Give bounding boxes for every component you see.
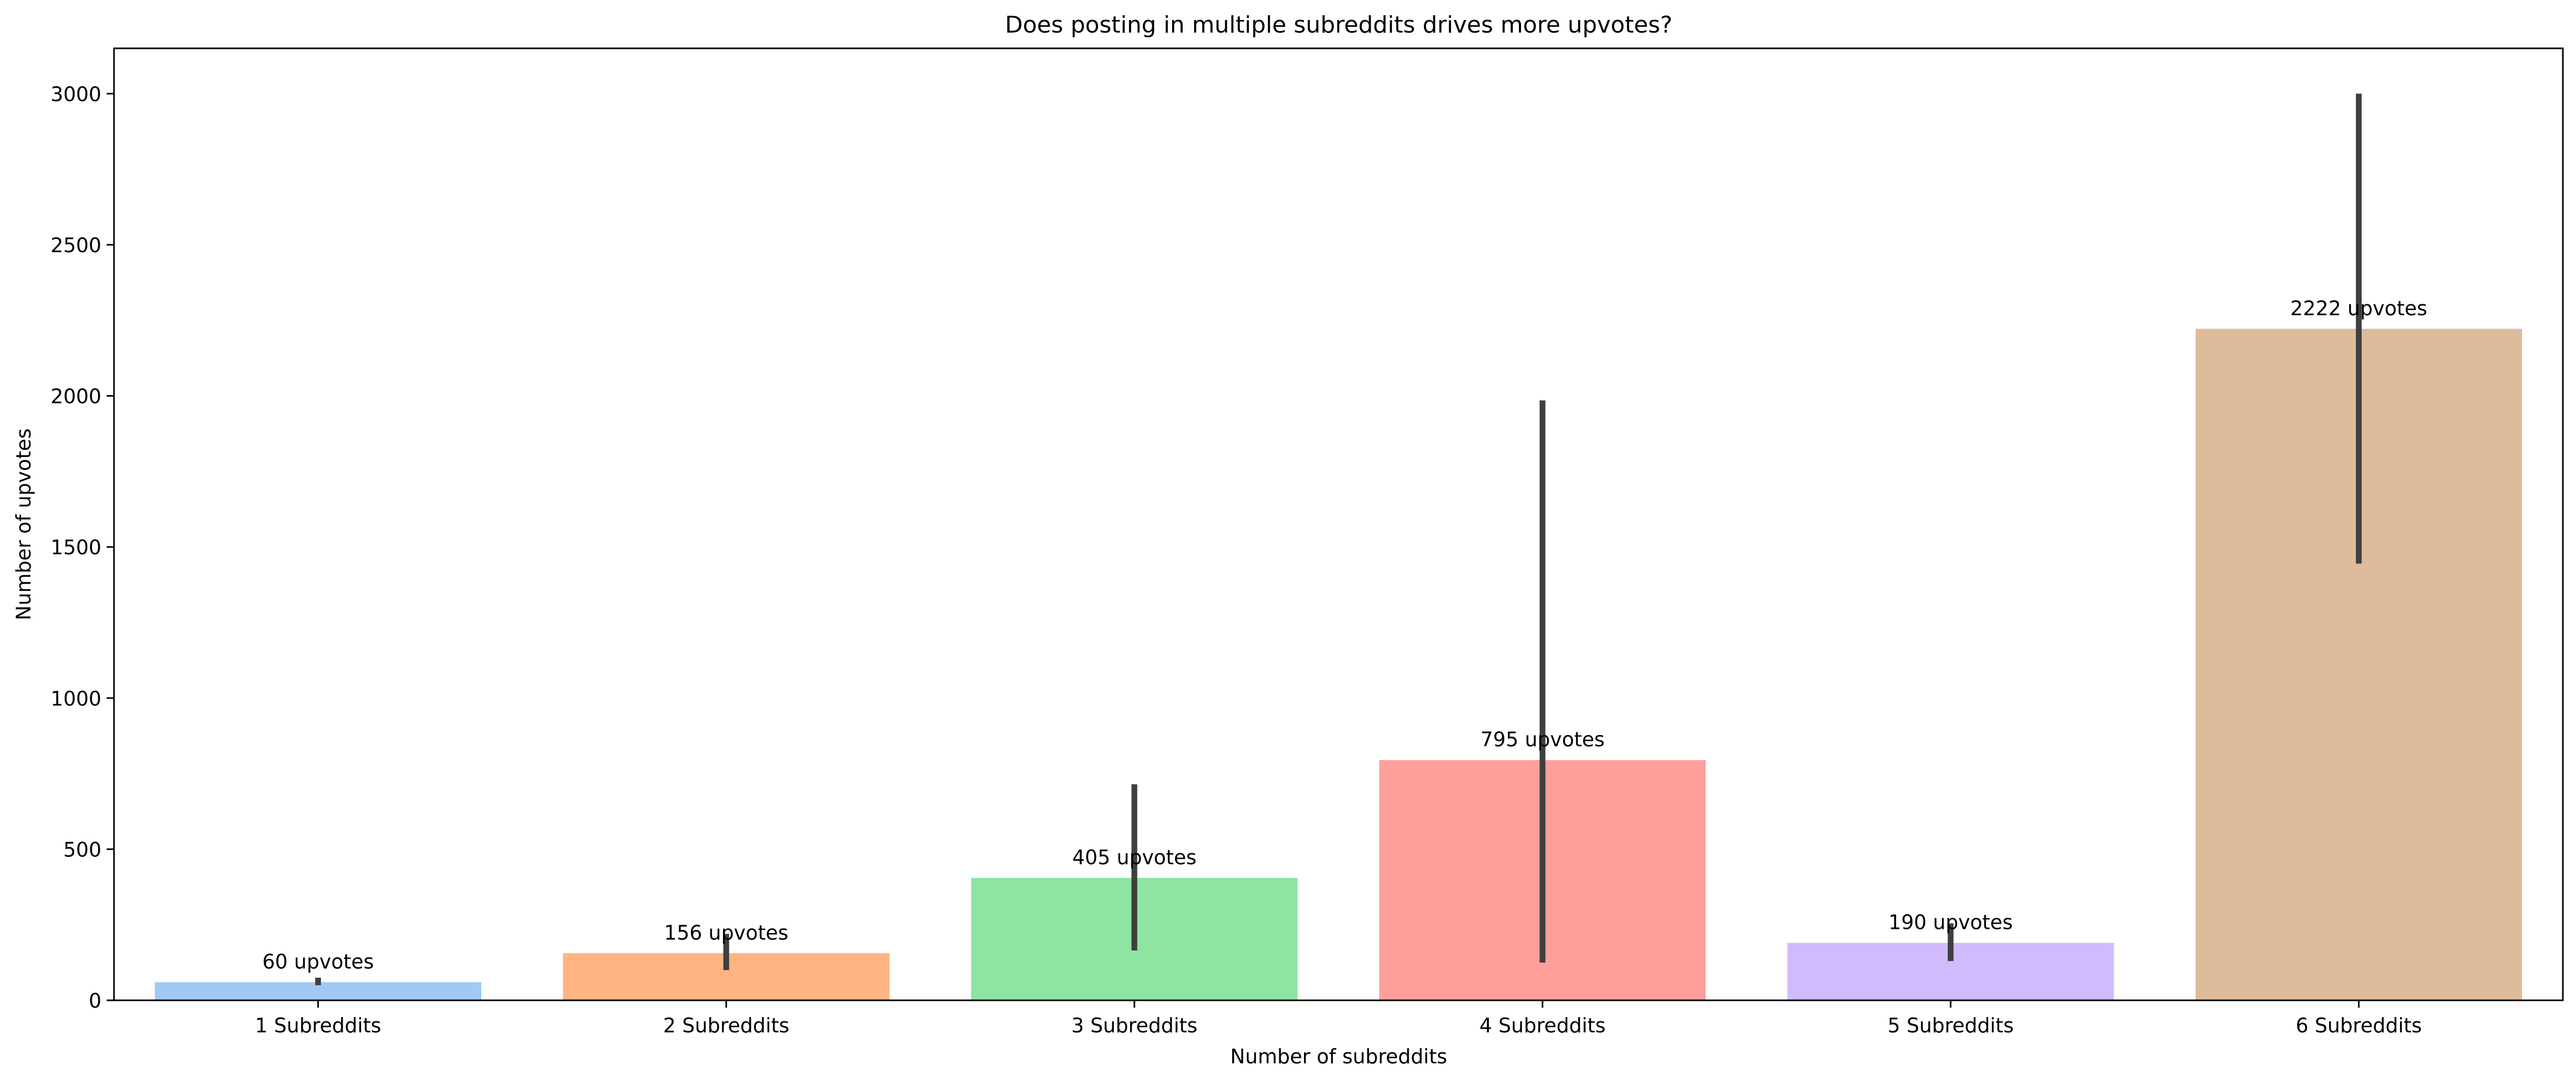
- y-tick-label-4: 2000: [50, 385, 101, 408]
- x-tick-label-2: 2 Subreddits: [663, 1014, 789, 1037]
- data-labels-layer: 60 upvotes 156 upvotes 405 upvotes 795 upvo…: [262, 297, 2427, 974]
- x-tick-label-5: 5 Subreddits: [1888, 1014, 2014, 1037]
- y-tick-label-1: 500: [63, 838, 101, 861]
- y-tick-label-2: 1000: [50, 687, 101, 710]
- chart-title: Does posting in multiple subreddits driv…: [1005, 12, 1672, 38]
- data-label-1: 60 upvotes: [262, 950, 374, 973]
- x-tick-label-4: 4 Subreddits: [1480, 1014, 1606, 1037]
- data-label-2: 156 upvotes: [664, 921, 789, 944]
- data-label-4: 795 upvotes: [1481, 728, 1605, 751]
- x-tick-label-1: 1 Subreddits: [255, 1014, 381, 1037]
- x-tick-label-3: 3 Subreddits: [1071, 1014, 1197, 1037]
- bars-layer: [154, 328, 2522, 1000]
- x-axis: 1 Subreddits 2 Subreddits 3 Subreddits 4 Su…: [255, 1000, 2422, 1037]
- y-tick-label-5: 2500: [50, 234, 101, 257]
- y-axis-label: Number of upvotes: [12, 428, 35, 620]
- y-tick-label-6: 3000: [50, 82, 101, 106]
- y-tick-label-3: 1500: [50, 536, 101, 559]
- x-axis-label: Number of subreddits: [1230, 1045, 1447, 1068]
- data-label-6: 2222 upvotes: [2290, 297, 2427, 320]
- y-tick-label-0: 0: [89, 989, 101, 1012]
- data-label-3: 405 upvotes: [1072, 846, 1197, 869]
- plot-frame: [113, 47, 2564, 1001]
- data-label-5: 190 upvotes: [1888, 911, 2013, 934]
- error-bars-layer: [315, 94, 2362, 986]
- x-tick-label-6: 6 Subreddits: [2295, 1014, 2422, 1037]
- y-axis: 0 500 1000 1500 2000 2500 3000: [50, 82, 114, 1012]
